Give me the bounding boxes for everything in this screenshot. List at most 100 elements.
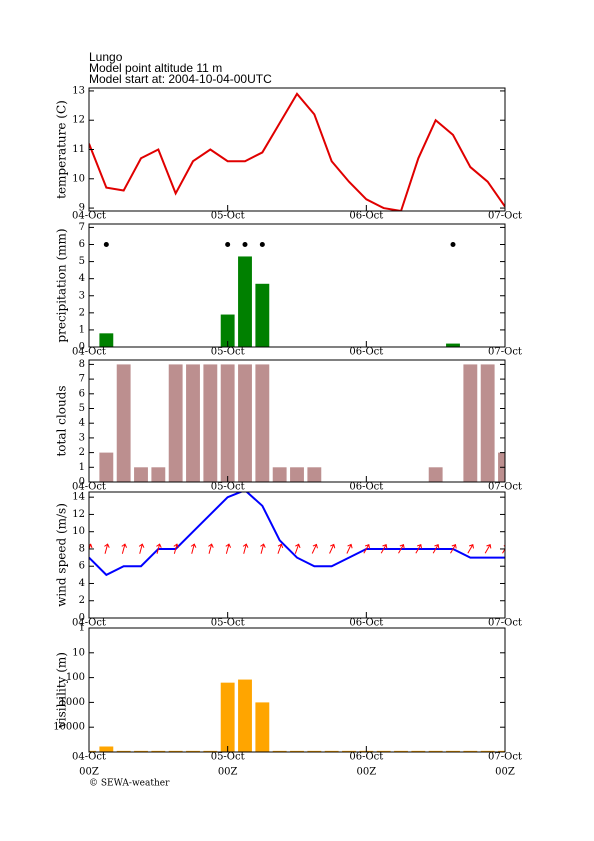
x-tick-label: 04-Oct <box>72 752 106 763</box>
y-tick-label: 13 <box>72 85 85 96</box>
bar <box>186 364 200 482</box>
wind-arrow <box>121 543 128 554</box>
wind-arrow <box>156 543 162 554</box>
plot-area <box>99 242 460 347</box>
bar <box>290 750 304 752</box>
bar <box>411 750 426 752</box>
bar <box>168 364 183 482</box>
x-tick-label: 06-Oct <box>349 618 383 629</box>
y-tick-label: 7 <box>79 374 85 385</box>
x-tick-label: 06-Oct <box>349 752 383 763</box>
x-tick-label: 04-Oct <box>72 347 106 358</box>
bar <box>89 750 96 752</box>
line <box>89 492 505 577</box>
bar <box>428 467 443 482</box>
x-tick-label: 05-Oct <box>211 347 245 358</box>
wind-arrow <box>208 543 214 554</box>
marker <box>259 242 265 247</box>
bar <box>376 750 391 752</box>
wind-arrow <box>432 543 440 554</box>
wind-arrow <box>346 543 353 554</box>
y-tick-label: 100 <box>66 672 85 683</box>
location: Lungo <box>89 50 123 64</box>
y-tick-label: 11 <box>72 144 85 155</box>
y-tick-label: 6 <box>79 239 85 250</box>
plot-area <box>89 492 505 577</box>
y-tick-label: 1000 <box>60 697 85 708</box>
y-tick-label: 14 <box>72 492 85 503</box>
wind-arrow <box>260 543 266 554</box>
wind-arrow <box>311 543 318 554</box>
y-tick-label: 2 <box>79 307 85 318</box>
y-tick-label: 4 <box>79 578 85 589</box>
bar <box>238 256 252 347</box>
bar <box>186 750 200 752</box>
wind-arrow <box>329 543 336 554</box>
x-tick-label: 05-Oct <box>211 752 245 763</box>
x-tick-sublabel: 00Z <box>79 767 99 778</box>
x-tick-sublabel: 00Z <box>495 767 515 778</box>
y-tick-label: 4 <box>79 418 85 429</box>
y-tick-label: 10 <box>72 647 85 658</box>
y-tick-label: 8 <box>79 359 85 370</box>
y-tick-label: 12 <box>72 509 85 520</box>
y-axis-label: temperature (C) <box>55 100 69 199</box>
bar <box>255 283 270 347</box>
bar <box>99 333 114 347</box>
y-tick-label: 3 <box>79 290 85 301</box>
bar <box>463 750 478 752</box>
plot-frame <box>88 359 506 483</box>
marker <box>242 242 248 247</box>
bar <box>307 467 322 482</box>
bar <box>463 364 478 482</box>
wind-arrow <box>190 543 197 554</box>
y-tick-label: 1 <box>79 623 85 634</box>
wind-arrow <box>277 543 284 554</box>
bar <box>324 750 339 752</box>
bar <box>290 467 304 482</box>
bar <box>480 750 495 752</box>
wind-arrow <box>225 543 232 554</box>
wind-arrow <box>363 543 370 554</box>
y-tick-label: 5 <box>79 403 85 414</box>
bar <box>203 364 218 482</box>
y-tick-label: 0 <box>79 342 85 353</box>
bar <box>99 746 114 752</box>
x-tick-label: 07-Oct <box>488 618 522 629</box>
y-tick-label: 10 <box>72 173 85 184</box>
wind-arrow <box>467 543 474 554</box>
wind-arrow <box>242 543 249 554</box>
x-tick-label: 07-Oct <box>488 211 522 222</box>
wind-arrow <box>294 543 301 554</box>
wind-arrow <box>415 543 422 554</box>
x-tick-label: 07-Oct <box>488 347 522 358</box>
bar <box>394 750 408 752</box>
x-tick-label: 06-Oct <box>349 347 383 358</box>
bar <box>255 364 270 482</box>
wind-arrow <box>380 543 388 554</box>
plot-frame <box>88 627 506 753</box>
bar <box>480 364 495 482</box>
x-tick-sublabel: 00Z <box>218 767 238 778</box>
y-tick-label: 12 <box>72 115 85 126</box>
plot-frame <box>88 491 506 619</box>
wind-arrow <box>173 543 180 554</box>
bar <box>168 750 183 752</box>
y-tick-label: 6 <box>79 388 85 399</box>
bar <box>99 452 114 482</box>
bar <box>134 467 148 482</box>
y-axis-label: total clouds <box>55 385 69 456</box>
wind-arrow <box>89 543 93 554</box>
bar <box>151 467 166 482</box>
y-tick-label: 0 <box>79 613 85 624</box>
x-tick-label: 04-Oct <box>72 211 106 222</box>
x-tick-label: 07-Oct <box>488 482 522 493</box>
wind-arrow <box>398 543 405 554</box>
y-tick-label: 4 <box>79 273 85 284</box>
y-tick-label: 1 <box>79 324 85 335</box>
marker <box>225 242 231 247</box>
y-tick-label: 2 <box>79 447 85 458</box>
plot-frame <box>88 87 506 212</box>
bar <box>272 467 287 482</box>
